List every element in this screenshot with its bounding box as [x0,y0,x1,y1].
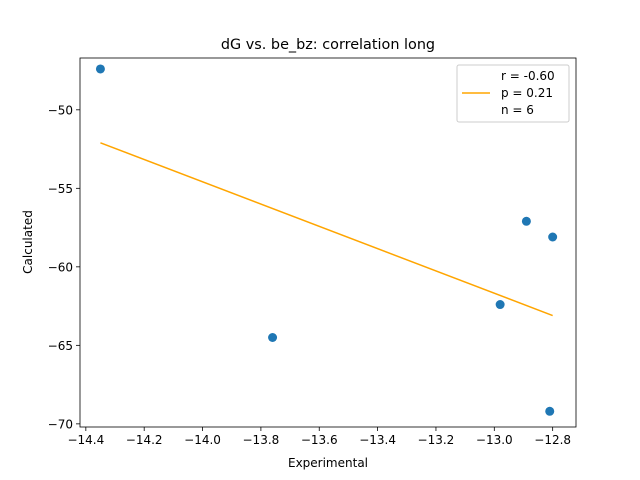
x-tick-label: −13.8 [243,433,280,447]
plot-frame [79,57,577,428]
legend-r-value: r = -0.60 [501,69,555,83]
plot-marks [95,64,558,416]
data-point [545,406,555,416]
x-tick-label: −13.4 [359,433,396,447]
data-point [268,332,278,342]
x-tick-label: −13.6 [301,433,338,447]
x-tick-label: −14.0 [184,433,221,447]
x-axis-label: Experimental [288,456,368,470]
x-axis-ticks: −14.4 −14.2 −14.0 −13.8 −13.6 −13.4 −13.2 −13.0… [67,427,571,447]
data-point [95,64,105,74]
legend: r = -0.60 p = 0.21 n = 6 [456,64,570,123]
y-tick-label: −60 [48,260,73,274]
y-axis-ticks: −70 −65 −60 −55 −50 [48,103,80,431]
data-point [548,232,558,242]
y-tick-label: −70 [48,417,73,431]
legend-p-value: p = 0.21 [501,86,553,100]
fit-line [100,142,553,317]
x-tick-label: −14.2 [126,433,163,447]
legend-n-value: n = 6 [501,103,534,117]
y-tick-label: −65 [48,339,73,353]
x-tick-label: −13.0 [476,433,513,447]
y-axis-label: Calculated [21,210,35,274]
y-tick-label: −55 [48,182,73,196]
chart-title: dG vs. be_bz: correlation long [221,37,435,53]
x-tick-label: −14.4 [67,433,104,447]
x-tick-label: −12.8 [534,433,571,447]
y-tick-label: −50 [48,103,73,117]
legend-box [456,64,570,123]
data-point [521,216,531,226]
data-point [495,300,505,310]
x-tick-label: −13.2 [418,433,455,447]
